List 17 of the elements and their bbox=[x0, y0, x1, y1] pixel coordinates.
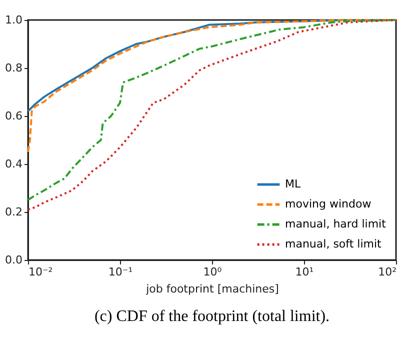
legend-label: manual, soft limit bbox=[285, 238, 382, 250]
y-tick-label: 1.0 bbox=[5, 14, 22, 26]
y-tick-label: 0.6 bbox=[5, 110, 22, 122]
y-tick-label: 0.4 bbox=[5, 158, 22, 170]
text: (c) CDF of the footprint (total limit). bbox=[94, 308, 330, 325]
x-tick-label: 10⁻¹ bbox=[108, 266, 133, 278]
x-tick-label: 10² bbox=[378, 266, 396, 278]
legend-label: ML bbox=[285, 178, 302, 190]
y-tick-label: 0.8 bbox=[5, 62, 22, 74]
legend-label: manual, hard limit bbox=[285, 218, 387, 230]
y-tick-label: 0.0 bbox=[5, 254, 22, 266]
x-tick-label: 10⁰ bbox=[203, 266, 222, 278]
x-axis-title: job footprint [machines] bbox=[145, 282, 279, 296]
legend-label: moving window bbox=[285, 198, 372, 210]
x-tick-label: 10⁻² bbox=[28, 266, 53, 278]
y-tick-label: 0.2 bbox=[5, 206, 22, 218]
x-tick-label: 10¹ bbox=[295, 266, 314, 278]
